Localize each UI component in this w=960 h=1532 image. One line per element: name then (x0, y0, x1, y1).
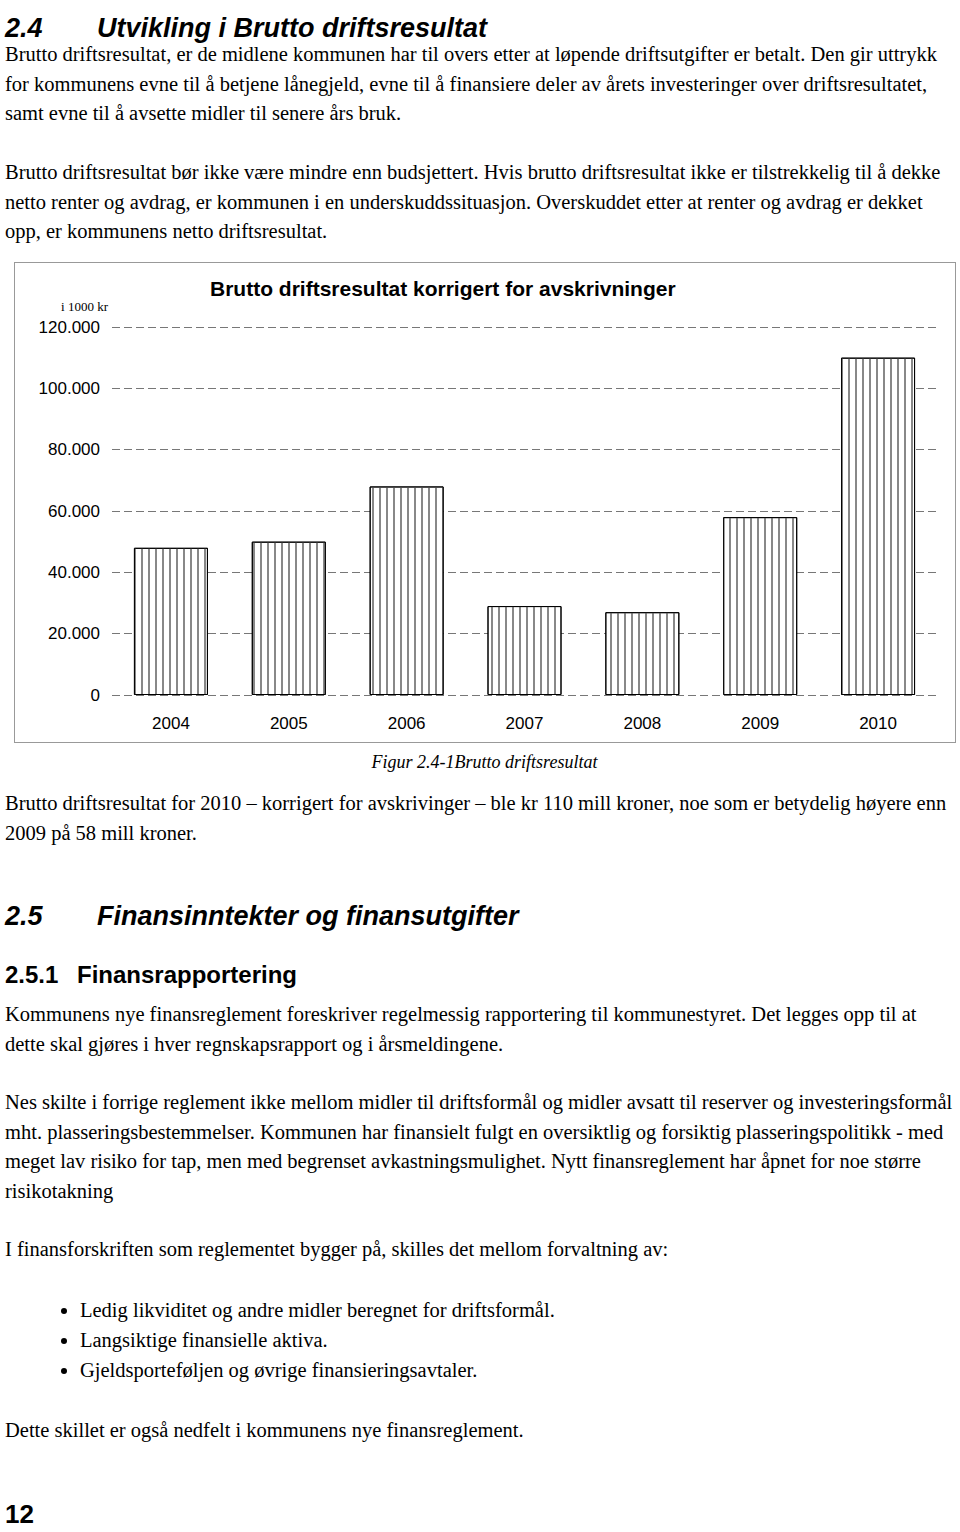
svg-text:60.000: 60.000 (48, 502, 100, 521)
svg-text:2009: 2009 (741, 714, 779, 733)
svg-text:0: 0 (91, 686, 100, 705)
html-text:2.4: 2.4 (5, 13, 43, 43)
svg-text:Brutto driftsresultat korriger: Brutto driftsresultat korrigert for avsk… (210, 277, 676, 300)
html-text:Utvikling i Brutto driftsresul: Utvikling i Brutto driftsresultat (97, 13, 487, 43)
html-text:2.5.1: 2.5.1 (5, 961, 59, 988)
svg-text:120.000: 120.000 (39, 318, 100, 337)
html-text:Figur 2.4-1Brutto driftsresult: Figur 2.4-1Brutto driftsresultat (371, 752, 598, 772)
svg-text:2006: 2006 (388, 714, 426, 733)
html-text:Nes skilte i forrige reglement: Nes skilte i forrige reglement ikke mell… (5, 1091, 953, 1202)
html-text:Ledig likviditet og andre midl: Ledig likviditet og andre midler beregne… (80, 1299, 555, 1321)
svg-text:80.000: 80.000 (48, 440, 100, 459)
html-text:Brutto driftsresultat for 2010: Brutto driftsresultat for 2010 – korrige… (5, 792, 947, 844)
svg-text:2005: 2005 (270, 714, 308, 733)
html-text:12: 12 (5, 1499, 34, 1529)
html-text:Finansrapportering: Finansrapportering (77, 961, 297, 988)
html-text:2.5: 2.5 (5, 901, 43, 931)
html-text:Kommunens nye finansreglement: Kommunens nye finansreglement foreskrive… (5, 1003, 917, 1055)
html-text:Dette skillet er også nedfelt: Dette skillet er også nedfelt i kommunen… (5, 1419, 524, 1441)
svg-text:2008: 2008 (623, 714, 661, 733)
svg-text:2007: 2007 (506, 714, 544, 733)
html-text:Gjeldsporteføljen og øvrige fi: Gjeldsporteføljen og øvrige finansiering… (80, 1359, 478, 1381)
svg-text:2010: 2010 (859, 714, 897, 733)
svg-text:100.000: 100.000 (39, 379, 100, 398)
svg-text:2004: 2004 (152, 714, 190, 733)
svg-text:20.000: 20.000 (48, 624, 100, 643)
html-text:I finansforskriften som reglem: I finansforskriften som reglementet bygg… (5, 1238, 669, 1260)
html-text:Brutto driftsresultat, er de m: Brutto driftsresultat, er de midlene kom… (5, 43, 937, 124)
svg-text:i 1000 kr: i 1000 kr (61, 299, 109, 314)
html-text:Langsiktige finansielle aktiva: Langsiktige finansielle aktiva. (80, 1329, 328, 1351)
html-text:Brutto driftsresultat bør ikke: Brutto driftsresultat bør ikke være mind… (5, 161, 941, 242)
html-text:Finansinntekter og finansutgif: Finansinntekter og finansutgifter (97, 901, 519, 931)
svg-text:40.000: 40.000 (48, 563, 100, 582)
